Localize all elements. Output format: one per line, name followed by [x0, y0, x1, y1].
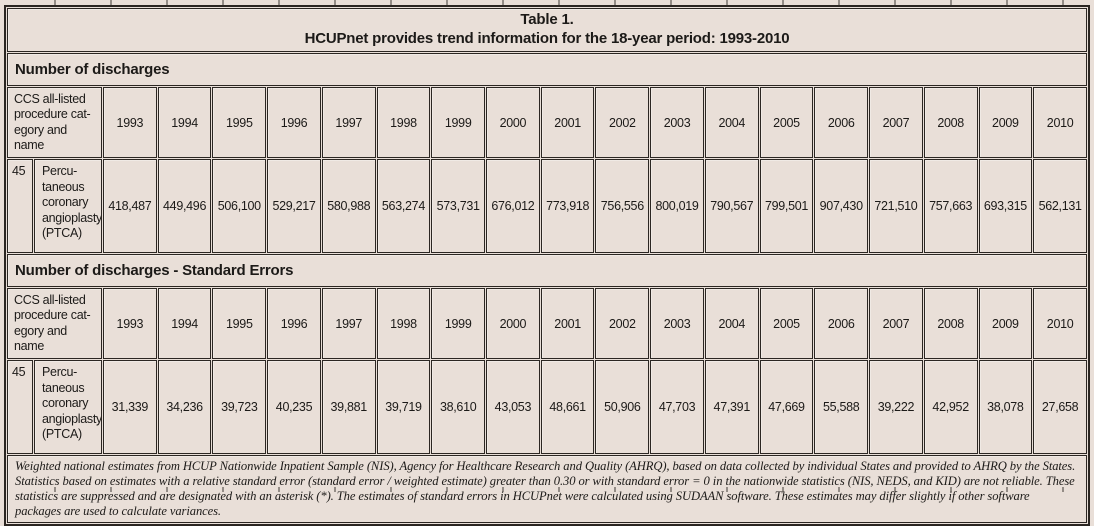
table-row: 45 Percu- taneous coronary angioplasty (… [7, 159, 1087, 253]
year-header-cell: 1995 [212, 87, 267, 158]
year-header-cell: 2009 [978, 87, 1033, 158]
year-header-cell: 2007 [869, 87, 923, 158]
procedure-name-cell: Percu- taneous coronary angioplasty (PTC… [34, 159, 102, 253]
value-cell: 573,731 [431, 159, 486, 253]
table-subtitle: HCUPnet provides trend information for t… [304, 30, 790, 47]
value-cell: 799,501 [759, 159, 814, 253]
year-header-cell: 2001 [540, 288, 595, 359]
value-cell: 563,274 [376, 159, 431, 253]
value-cell: 506,100 [212, 159, 267, 253]
value-cell: 40,235 [267, 360, 321, 454]
value-cell: 31,339 [103, 360, 157, 454]
value-cell: 47,703 [650, 360, 704, 454]
year-header-cell: 2005 [759, 288, 814, 359]
year-header-cell: 1993 [103, 87, 157, 158]
header-row: CCS all-listed procedure cat- egory and … [7, 87, 1087, 158]
year-header-cell: 2008 [923, 288, 978, 359]
year-header-cell: 2004 [704, 288, 759, 359]
year-header-cell: 2001 [540, 87, 595, 158]
year-header-cell: 1997 [321, 87, 376, 158]
value-cell: 38,078 [978, 360, 1033, 454]
procedure-name-cell: Percu- taneous coronary angioplasty (PTC… [34, 360, 102, 454]
year-header-cell: 2006 [814, 288, 869, 359]
year-header-cell: 2003 [650, 87, 704, 158]
value-cell: 757,663 [923, 159, 978, 253]
value-cell: 449,496 [157, 159, 212, 253]
year-header-cell: 1995 [212, 288, 267, 359]
ccs-code-cell: 45 [7, 360, 33, 454]
value-cell: 693,315 [978, 159, 1033, 253]
value-cell: 676,012 [486, 159, 540, 253]
year-header-cell: 1997 [321, 288, 376, 359]
section-1-label: Number of discharges - Standard Errors [7, 254, 1087, 287]
value-cell: 48,661 [540, 360, 595, 454]
section-0-label: Number of discharges [7, 53, 1087, 86]
value-cell: 907,430 [814, 159, 869, 253]
year-header-cell: 1996 [267, 87, 321, 158]
year-header-cell: 2008 [923, 87, 978, 158]
ccs-code-cell: 45 [7, 159, 33, 253]
year-header-cell: 2003 [650, 288, 704, 359]
value-cell: 39,222 [869, 360, 923, 454]
header-row: CCS all-listed procedure cat- egory and … [7, 288, 1087, 359]
value-cell: 50,906 [595, 360, 650, 454]
value-cell: 721,510 [869, 159, 923, 253]
value-cell: 39,881 [321, 360, 376, 454]
value-cell: 418,487 [103, 159, 157, 253]
scan-edge-bottom [0, 487, 1094, 492]
scan-edge-top [0, 0, 1094, 5]
value-cell: 756,556 [595, 159, 650, 253]
title-row: Table 1. HCUPnet provides trend informat… [7, 8, 1087, 52]
value-cell: 34,236 [157, 360, 212, 454]
year-header-cell: 2007 [869, 288, 923, 359]
section-band-row: Number of discharges [7, 53, 1087, 86]
row-header-cell: CCS all-listed procedure cat- egory and … [7, 87, 102, 158]
value-cell: 42,952 [923, 360, 978, 454]
table-title: Table 1. [520, 11, 574, 29]
value-cell: 38,610 [431, 360, 486, 454]
table-row: 45 Percu- taneous coronary angioplasty (… [7, 360, 1087, 454]
year-header-cell: 2000 [486, 288, 540, 359]
value-cell: 55,588 [814, 360, 869, 454]
year-header-cell: 1993 [103, 288, 157, 359]
hcup-trend-table: Table 1. HCUPnet provides trend informat… [4, 5, 1090, 526]
year-header-cell: 1998 [376, 87, 431, 158]
year-header-cell: 2010 [1033, 288, 1087, 359]
value-cell: 27,658 [1033, 360, 1087, 454]
value-cell: 47,669 [759, 360, 814, 454]
value-cell: 47,391 [704, 360, 759, 454]
year-header-cell: 2006 [814, 87, 869, 158]
value-cell: 39,719 [376, 360, 431, 454]
year-header-cell: 1996 [267, 288, 321, 359]
year-header-cell: 2005 [759, 87, 814, 158]
year-header-cell: 1999 [431, 87, 486, 158]
year-header-cell: 2000 [486, 87, 540, 158]
year-header-cell: 1999 [431, 288, 486, 359]
year-header-cell: 2002 [595, 87, 650, 158]
year-header-cell: 2004 [704, 87, 759, 158]
value-cell: 800,019 [650, 159, 704, 253]
table-title-cell: Table 1. HCUPnet provides trend informat… [7, 8, 1087, 52]
value-cell: 580,988 [321, 159, 376, 253]
value-cell: 562,131 [1033, 159, 1087, 253]
year-header-cell: 2002 [595, 288, 650, 359]
value-cell: 39,723 [212, 360, 267, 454]
year-header-cell: 1998 [376, 288, 431, 359]
year-header-cell: 2010 [1033, 87, 1087, 158]
section-band-row: Number of discharges - Standard Errors [7, 254, 1087, 287]
value-cell: 43,053 [486, 360, 540, 454]
value-cell: 773,918 [540, 159, 595, 253]
year-header-cell: 1994 [157, 288, 212, 359]
value-cell: 790,567 [704, 159, 759, 253]
year-header-cell: 1994 [157, 87, 212, 158]
year-header-cell: 2009 [978, 288, 1033, 359]
row-header-cell: CCS all-listed procedure cat- egory and … [7, 288, 102, 359]
value-cell: 529,217 [267, 159, 321, 253]
